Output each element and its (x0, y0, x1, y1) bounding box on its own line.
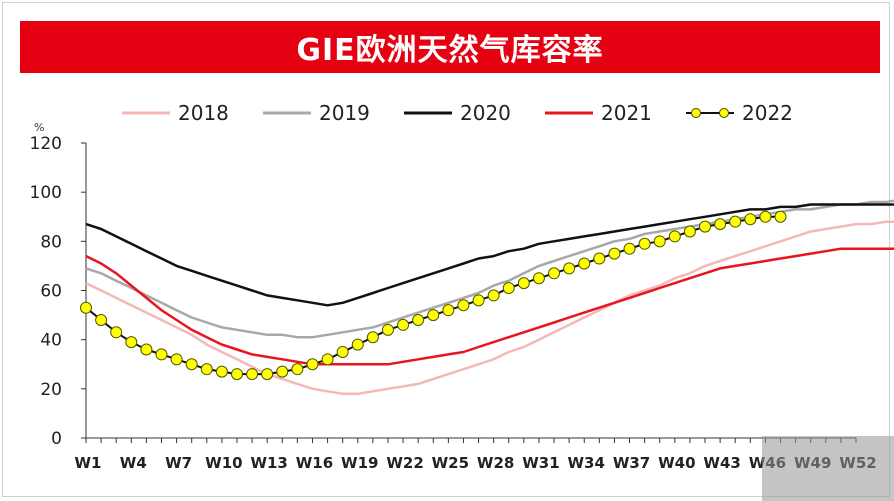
x-tick-label-W43: W43 (703, 454, 740, 472)
series-line-2018 (85, 220, 894, 396)
series-2022-point-4 (125, 336, 138, 349)
y-axis-unit: % (34, 121, 44, 134)
y-tick-label-100: 100 (30, 183, 62, 203)
y-tick-label-40: 40 (40, 331, 62, 351)
legend-item-2020: 2020 (404, 98, 511, 128)
series-2022-point-34 (578, 257, 591, 270)
series-2022-point-22 (397, 318, 410, 331)
series-2022-point-45 (744, 213, 757, 226)
series-2022-point-47 (774, 210, 787, 223)
x-tick-label-W40: W40 (658, 454, 695, 472)
series-2022-point-30 (517, 277, 530, 290)
series-2022-point-27 (472, 294, 485, 307)
series-2022-point-42 (699, 220, 712, 233)
series-2022-point-28 (487, 289, 500, 302)
x-tick-label-W25: W25 (432, 454, 469, 472)
series-2022-point-43 (714, 218, 727, 231)
series-2022-point-14 (276, 365, 289, 378)
x-tick-label-W34: W34 (568, 454, 605, 472)
series-2022-point-3 (110, 326, 123, 339)
series-2022-point-46 (759, 210, 772, 223)
chart-title-bar: GIE欧洲天然气库容率 (20, 21, 880, 73)
series-2022-point-17 (321, 353, 334, 366)
series-2022-point-35 (593, 252, 606, 265)
series-2022-point-26 (457, 299, 470, 312)
y-tick-label-120: 120 (30, 134, 62, 154)
series-2022-point-5 (140, 343, 153, 356)
axes-layer: % 0 20 40 60 80 100 120 W1 W4 W7 W10 W13 W16 W19 W22 W25… (30, 121, 877, 472)
series-2022-point-41 (683, 225, 696, 238)
x-tick-label-W31: W31 (522, 454, 559, 472)
series-2022-point-40 (668, 230, 681, 243)
series-2022-point-23 (412, 314, 425, 326)
series-2022-point-15 (291, 363, 304, 376)
x-tick-label-W19: W19 (341, 454, 378, 472)
series-2022-point-16 (306, 358, 319, 371)
series-2022-point-38 (638, 237, 651, 250)
legend-label-2019: 2019 (319, 101, 370, 125)
series-2022-point-39 (653, 235, 666, 248)
series-2022-point-31 (532, 272, 545, 285)
x-tick-label-W1: W1 (75, 454, 102, 472)
series-2022-point-18 (336, 345, 349, 358)
series-2022-point-13 (261, 368, 274, 381)
legend-label-2021: 2021 (601, 101, 652, 125)
series-2022-point-37 (623, 242, 636, 255)
chart-title: GIE欧洲天然气库容率 (296, 33, 604, 68)
series-layer (80, 199, 894, 396)
y-tick-label-0: 0 (51, 429, 62, 449)
series-2022-point-10 (215, 365, 228, 378)
y-tick-label-20: 20 (40, 380, 62, 400)
legend-label-2020: 2020 (460, 101, 511, 125)
x-tick-label-W7: W7 (165, 454, 192, 472)
series-2022-point-9 (200, 363, 213, 376)
series-2022-point-29 (502, 282, 515, 295)
x-tick-label-W28: W28 (477, 454, 514, 472)
y-tick-label-60: 60 (40, 282, 62, 302)
series-2022-point-24 (427, 309, 440, 322)
legend-swatch-2018 (122, 111, 170, 115)
series-2022-point-8 (185, 358, 198, 371)
series-2022-point-36 (608, 247, 621, 260)
series-2022-point-44 (729, 215, 742, 228)
series-2022-point-19 (351, 338, 364, 351)
x-tick-label-W16: W16 (296, 454, 333, 472)
legend-swatch-2019 (263, 111, 311, 115)
series-2022-point-20 (366, 331, 379, 344)
legend-swatch-2021 (545, 111, 593, 115)
series-line-2019 (85, 199, 894, 339)
series-line-2020 (85, 203, 894, 307)
x-tick-label-W10: W10 (205, 454, 242, 472)
x-tick-label-W22: W22 (386, 454, 423, 472)
legend-label-2018: 2018 (178, 101, 229, 125)
legend-swatch-2022 (686, 108, 734, 118)
legend-item-2018: 2018 (122, 98, 229, 128)
legend-item-2022: 2022 (686, 98, 793, 128)
x-tick-label-W13: W13 (250, 454, 287, 472)
y-tick-label-80: 80 (40, 232, 62, 252)
series-2022-point-21 (381, 323, 394, 336)
legend-item-2021: 2021 (545, 98, 652, 128)
legend-item-2019: 2019 (263, 98, 370, 128)
series-2022-point-33 (563, 262, 576, 275)
watermark-overlay (762, 436, 894, 501)
series-2022-point-25 (442, 304, 455, 317)
series-2022-point-2 (95, 314, 108, 326)
x-tick-label-W4: W4 (120, 454, 147, 472)
series-line-2021 (85, 247, 894, 366)
legend-swatch-2020 (404, 111, 452, 115)
series-2022-point-12 (246, 368, 259, 381)
series-2022-point-7 (170, 353, 183, 366)
chart-legend: 2018 2019 2020 2021 2022 (0, 98, 894, 128)
series-2022-point-1 (80, 301, 92, 314)
legend-label-2022: 2022 (742, 101, 793, 125)
series-2022-point-32 (548, 267, 561, 280)
series-2022-point-11 (230, 368, 243, 381)
x-tick-label-W37: W37 (613, 454, 650, 472)
series-2022-point-6 (155, 348, 168, 361)
